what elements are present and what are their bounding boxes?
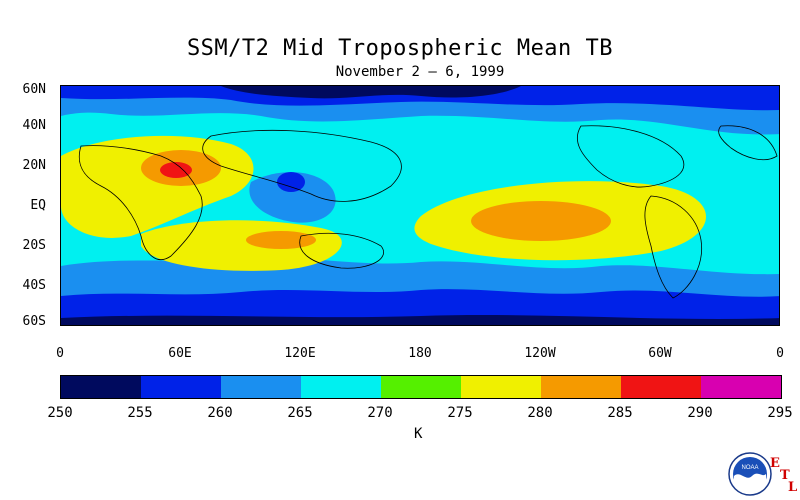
colorbar-segment (221, 376, 301, 398)
colorbar-tick-275: 275 (447, 405, 473, 421)
colorbar-segment (701, 376, 781, 398)
colorbar-segment (541, 376, 621, 398)
colorbar-unit: K (414, 426, 423, 442)
colorbar-segment (621, 376, 701, 398)
colorbar-tick-270: 270 (367, 405, 393, 421)
colorbar-tick-285: 285 (607, 405, 633, 421)
etl-letter-t: T (780, 468, 790, 483)
lon-label-0: 0 (56, 346, 64, 361)
lat-label-60s: 60S (22, 314, 46, 329)
colorbar-tick-280: 280 (527, 405, 553, 421)
lat-label-40s: 40S (22, 278, 46, 293)
south-polar-core (61, 315, 779, 325)
noaa-logo-text: NOAA (741, 465, 758, 471)
map-title: SSM/T2 Mid Tropospheric Mean TB (186, 36, 614, 61)
arabia-core (160, 162, 192, 178)
colorbar-segment (141, 376, 221, 398)
colorbar (60, 375, 782, 399)
map-subtitle: November 2 – 6, 1999 (335, 64, 505, 80)
lon-label-60w: 60W (648, 346, 672, 361)
colorbar-tick-255: 255 (127, 405, 153, 421)
lat-label-20s: 20S (22, 238, 46, 253)
lat-label-60n: 60N (22, 82, 46, 97)
lon-label-180: 180 (408, 346, 432, 361)
north-polar-core (221, 86, 521, 99)
colorbar-tick-260: 260 (207, 405, 233, 421)
lat-label-20n: 20N (22, 158, 46, 173)
temperature-field (61, 86, 779, 325)
lon-label-60e: 60E (168, 346, 192, 361)
lat-label-40n: 40N (22, 118, 46, 133)
western-pacific-low (277, 172, 305, 192)
north-polar-band (61, 86, 779, 111)
colorbar-segment (461, 376, 541, 398)
colorbar-segment (61, 376, 141, 398)
central-pacific-core (471, 201, 611, 241)
south-indian-core (246, 231, 316, 249)
south-polar-band (61, 289, 779, 325)
colorbar-segment (381, 376, 461, 398)
lon-label-0-east: 0 (776, 346, 784, 361)
noaa-logo-icon: NOAA (728, 452, 772, 496)
colorbar-tick-290: 290 (687, 405, 713, 421)
etl-letter-l: L (788, 480, 798, 495)
colorbar-segment (301, 376, 381, 398)
lat-label-eq: EQ (30, 198, 46, 213)
tibet-low (249, 172, 336, 223)
map-panel (60, 85, 780, 326)
lon-label-120w: 120W (524, 346, 556, 361)
coastlines (78, 125, 778, 299)
lon-label-120e: 120E (284, 346, 316, 361)
colorbar-tick-250: 250 (47, 405, 73, 421)
etl-letter-e: E (770, 456, 780, 471)
colorbar-tick-295: 295 (767, 405, 793, 421)
colorbar-tick-265: 265 (287, 405, 313, 421)
